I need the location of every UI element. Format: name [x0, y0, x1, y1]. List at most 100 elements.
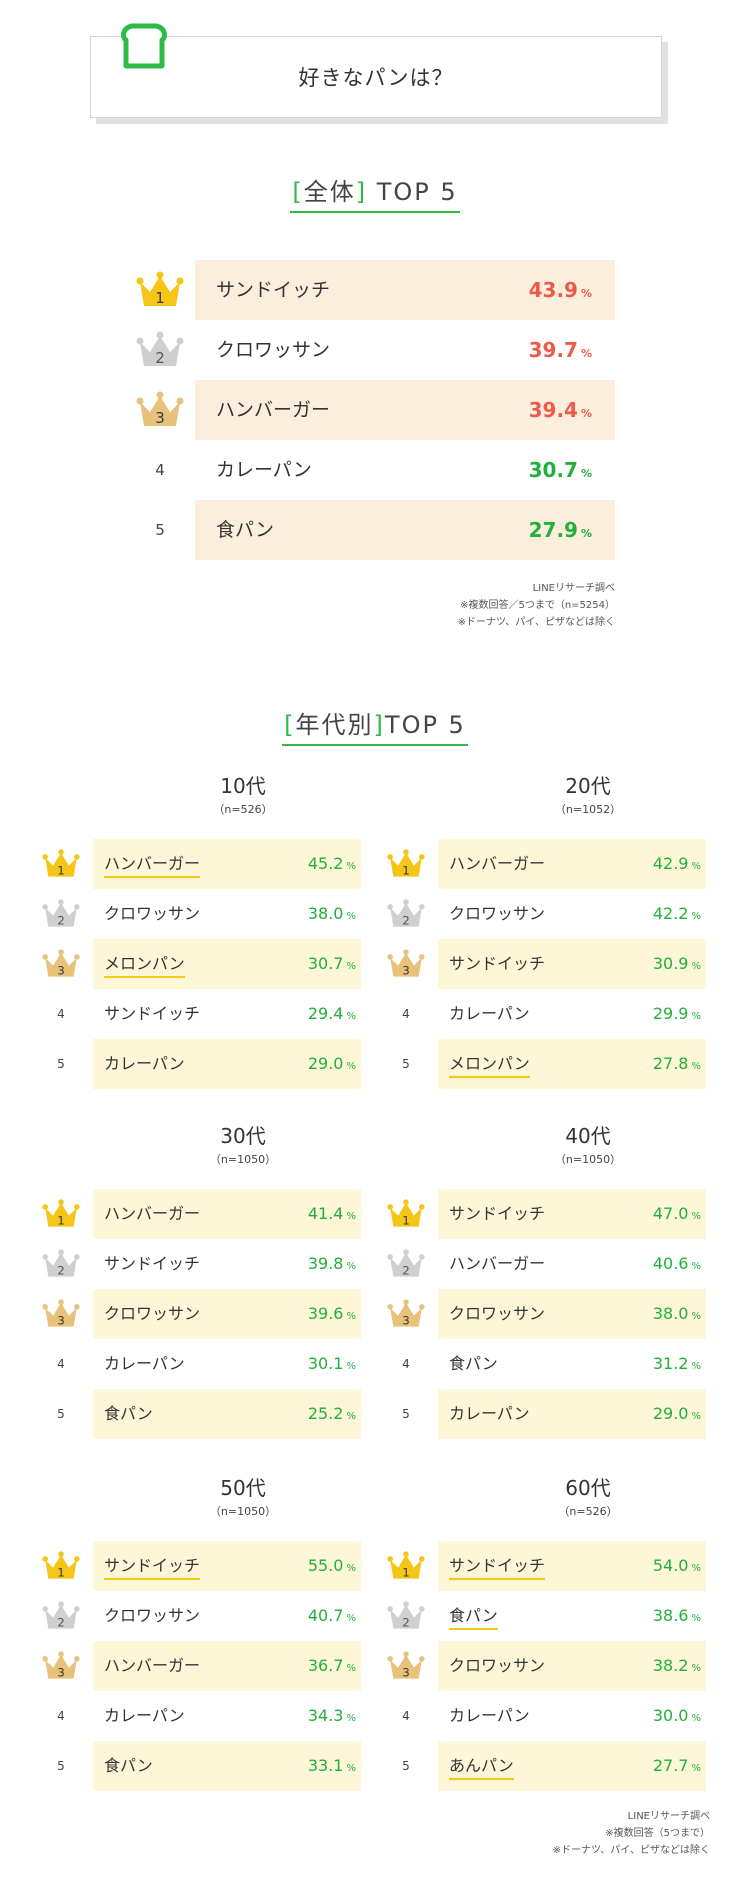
age-rank-row: 1 ハンバーガー 42.9%	[383, 839, 723, 889]
overall-title: [全体] TOP 5	[0, 172, 750, 213]
item-name: カレーパン	[216, 459, 312, 481]
age-rank-row: 3 サンドイッチ 30.9%	[383, 939, 723, 989]
item-percentage: 30.1%	[307, 1354, 356, 1373]
item-percentage: 40.6%	[652, 1254, 701, 1273]
crown-rank-number: 1	[57, 1565, 65, 1579]
item-percentage: 33.1%	[307, 1756, 356, 1775]
item-name: ハンバーガー	[104, 1656, 201, 1675]
age-rank-row: 3 クロワッサン 39.6%	[38, 1289, 378, 1339]
age-rank-row: 4 カレーパン 34.3%	[38, 1691, 378, 1741]
item-percentage: 40.7%	[307, 1606, 356, 1625]
age-label: 20代	[565, 774, 611, 798]
crown-rank-number: 1	[402, 1565, 410, 1579]
item-percentage: 39.6%	[307, 1304, 356, 1323]
age-rank-row: 2 ハンバーガー 40.6%	[383, 1239, 723, 1289]
answer-note: ※複数回答／5つまで（n=5254）	[460, 600, 615, 611]
crown-rank-number: 1	[57, 863, 65, 877]
item-percentage: 36.7%	[307, 1656, 356, 1675]
rank-marker: 4	[402, 1709, 410, 1723]
crown-rank-number: 1	[57, 1213, 65, 1227]
item-percentage: 41.4%	[307, 1204, 356, 1223]
item-percentage: 38.2%	[652, 1656, 701, 1675]
item-name: クロワッサン	[449, 904, 546, 923]
rank-marker: 5	[402, 1759, 410, 1773]
item-percentage: 29.0%	[652, 1404, 701, 1423]
age-rank-row: 5 食パン 33.1%	[38, 1741, 378, 1791]
item-percentage: 39.4%	[528, 398, 592, 422]
item-percentage: 39.8%	[307, 1254, 356, 1273]
age-notes: LINEリサーチ調べ ※複数回答（5つまで） ※ドーナツ、パイ、ピザなどは除く	[553, 1808, 710, 1859]
item-percentage: 45.2%	[307, 854, 356, 873]
rank-marker: 1	[383, 1189, 429, 1239]
age-label: 10代	[220, 774, 266, 798]
bronze-crown-icon: 3	[387, 949, 425, 977]
item-name: サンドイッチ	[449, 1204, 546, 1223]
crown-rank-number: 3	[57, 963, 65, 977]
rank-marker: 3	[38, 1641, 84, 1691]
crown-rank-number: 1	[402, 863, 410, 877]
silver-crown-icon: 2	[136, 331, 184, 367]
sample-size: （n=1050）	[554, 1153, 622, 1166]
crown-rank-number: 2	[402, 1615, 410, 1629]
item-percentage: 39.7%	[528, 338, 592, 362]
rank-marker: 2	[383, 1239, 429, 1289]
rank-marker: 3	[383, 939, 429, 989]
rank-marker: 5	[57, 1407, 65, 1421]
item-name: 食パン	[104, 1756, 153, 1775]
age-group: 60代 （n=526） 1 サンドイッチ 54.0% 2 食パン 38.6% 3 クロワッサン 38…	[383, 1472, 723, 1791]
item-name: クロワッサン	[104, 1304, 201, 1323]
bronze-crown-icon: 3	[42, 949, 80, 977]
question-card: 好きなパンは？	[90, 36, 662, 118]
item-name: メロンパン	[104, 939, 185, 989]
silver-crown-icon: 2	[42, 1249, 80, 1277]
exclusion-note: ※ドーナツ、パイ、ピザなどは除く	[552, 1845, 710, 1856]
item-percentage: 38.6%	[652, 1606, 701, 1625]
item-percentage: 30.0%	[652, 1706, 701, 1725]
age-rank-row: 4 カレーパン 30.1%	[38, 1339, 378, 1389]
crown-rank-number: 2	[155, 349, 165, 367]
age-group-header: 30代 （n=1050）	[38, 1120, 378, 1167]
item-percentage: 42.9%	[652, 854, 701, 873]
item-percentage: 42.2%	[652, 904, 701, 923]
item-name: クロワッサン	[449, 1304, 546, 1323]
source-note: LINEリサーチ調べ	[532, 583, 615, 594]
rank-marker: 4	[402, 1357, 410, 1371]
rank-marker: 3	[130, 380, 190, 440]
crown-rank-number: 3	[402, 1665, 410, 1679]
age-rank-row: 3 ハンバーガー 36.7%	[38, 1641, 378, 1691]
age-group: 50代 （n=1050） 1 サンドイッチ 55.0% 2 クロワッサン 40.7% 3 ハンバー…	[38, 1472, 378, 1791]
rank-marker: 4	[57, 1709, 65, 1723]
item-name: 食パン	[104, 1404, 153, 1423]
item-name: カレーパン	[104, 1706, 185, 1725]
gold-crown-icon: 1	[136, 271, 184, 307]
age-group: 10代 （n=526） 1 ハンバーガー 45.2% 2 クロワッサン 38.0% 3 メロンパン…	[38, 770, 378, 1089]
age-group: 40代 （n=1050） 1 サンドイッチ 47.0% 2 ハンバーガー 40.6% 3 クロワッ…	[383, 1120, 723, 1439]
age-rank-row: 4 食パン 31.2%	[383, 1339, 723, 1389]
crown-rank-number: 2	[402, 1263, 410, 1277]
item-percentage: 30.9%	[652, 954, 701, 973]
age-rank-row: 5 あんパン 27.7%	[383, 1741, 723, 1791]
item-percentage: 54.0%	[652, 1556, 701, 1575]
crown-rank-number: 3	[155, 409, 165, 427]
item-name: サンドイッチ	[104, 1004, 201, 1023]
rank-marker: 2	[38, 889, 84, 939]
age-label: 40代	[565, 1124, 611, 1148]
overall-rank-row: 1 サンドイッチ 43.9%	[130, 260, 620, 320]
age-rank-row: 4 サンドイッチ 29.4%	[38, 989, 378, 1039]
silver-crown-icon: 2	[42, 1601, 80, 1629]
age-rank-row: 4 カレーパン 30.0%	[383, 1691, 723, 1741]
item-percentage: 43.9%	[528, 278, 592, 302]
rank-marker: 3	[38, 1289, 84, 1339]
item-name: カレーパン	[449, 1404, 530, 1423]
item-name: クロワッサン	[104, 1606, 201, 1625]
crown-rank-number: 2	[57, 913, 65, 927]
age-rank-row: 3 クロワッサン 38.2%	[383, 1641, 723, 1691]
item-percentage: 31.2%	[652, 1354, 701, 1373]
age-label: 30代	[220, 1124, 266, 1148]
bronze-crown-icon: 3	[42, 1299, 80, 1327]
rank-marker: 3	[383, 1289, 429, 1339]
rank-marker: 2	[130, 320, 190, 380]
rank-marker: 3	[383, 1641, 429, 1691]
bronze-crown-icon: 3	[136, 391, 184, 427]
item-name: サンドイッチ	[104, 1254, 201, 1273]
